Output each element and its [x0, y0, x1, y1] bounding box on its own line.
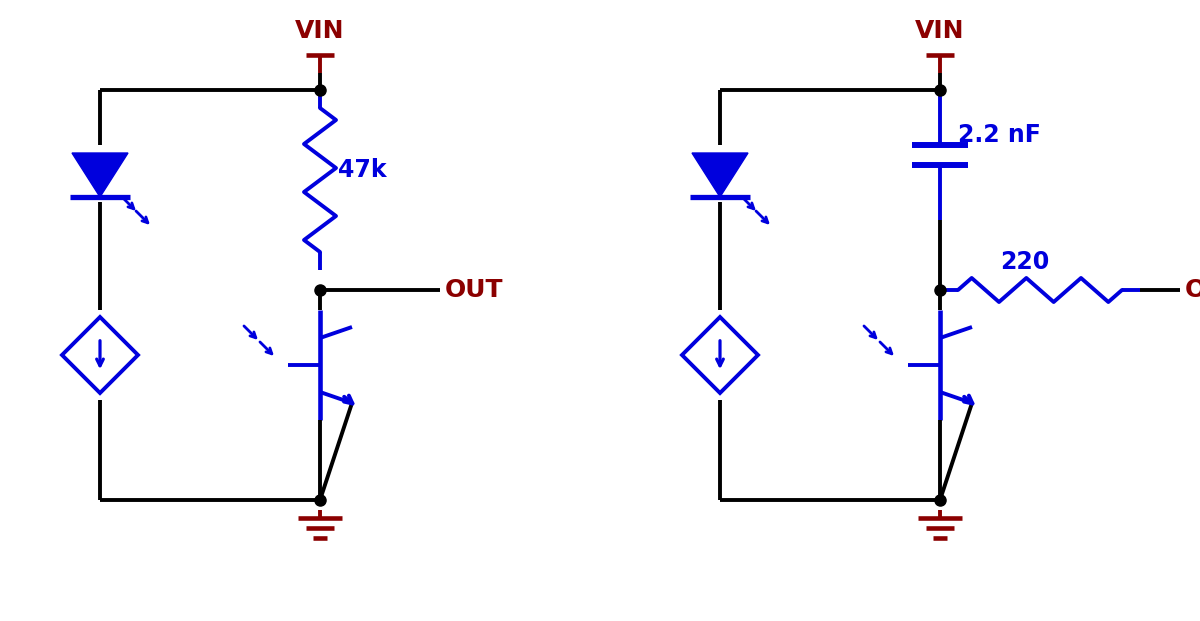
Polygon shape — [72, 153, 128, 197]
Text: 47k: 47k — [338, 158, 386, 182]
Text: VIN: VIN — [295, 19, 344, 43]
Text: 2.2 nF: 2.2 nF — [958, 123, 1040, 147]
Text: OUT: OUT — [1186, 278, 1200, 302]
Text: 220: 220 — [1000, 250, 1049, 274]
Text: OUT: OUT — [445, 278, 504, 302]
Polygon shape — [692, 153, 748, 197]
Text: VIN: VIN — [916, 19, 965, 43]
